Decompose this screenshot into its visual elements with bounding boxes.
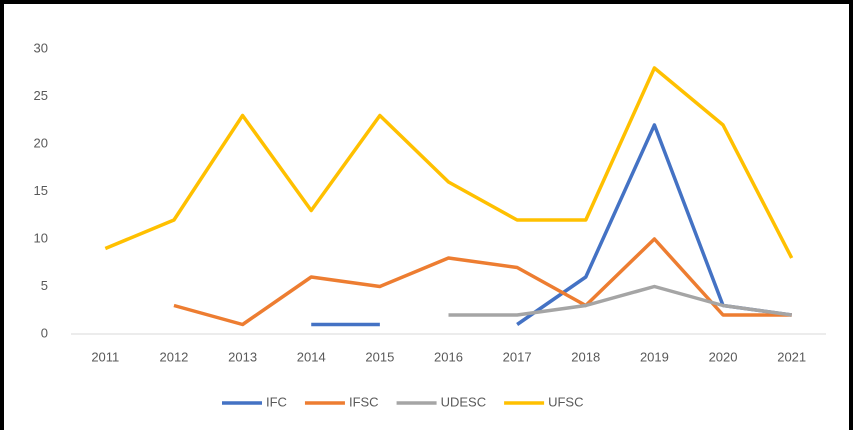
x-tick-label: 2011 (91, 349, 119, 364)
y-tick-label: 30 (34, 40, 48, 55)
x-tick-label: 2012 (159, 349, 188, 364)
line-series (104, 66, 794, 259)
y-tick-label: 0 (41, 325, 48, 340)
x-tick-label: 2017 (503, 349, 532, 364)
legend-label: IFC (266, 394, 287, 409)
x-tick-label: 2020 (709, 349, 738, 364)
y-tick-label: 15 (34, 183, 48, 198)
legend-label: IFSC (349, 394, 379, 409)
y-tick-label: 20 (34, 135, 48, 150)
line-series (173, 237, 792, 327)
line-series (311, 123, 792, 327)
x-tick-label: 2014 (297, 349, 326, 364)
legend-label: UDESC (441, 394, 487, 409)
y-tick-label: 25 (34, 88, 48, 103)
x-tick-label: 2021 (777, 349, 806, 364)
line-series (448, 284, 792, 317)
legend-label: UFSC (548, 394, 583, 409)
x-tick-label: 2016 (434, 349, 463, 364)
x-tick-label: 2019 (640, 349, 669, 364)
x-tick-label: 2018 (571, 349, 600, 364)
y-tick-label: 10 (34, 230, 48, 245)
y-tick-label: 5 (41, 278, 48, 293)
x-tick-label: 2013 (228, 349, 257, 364)
x-tick-label: 2015 (365, 349, 394, 364)
